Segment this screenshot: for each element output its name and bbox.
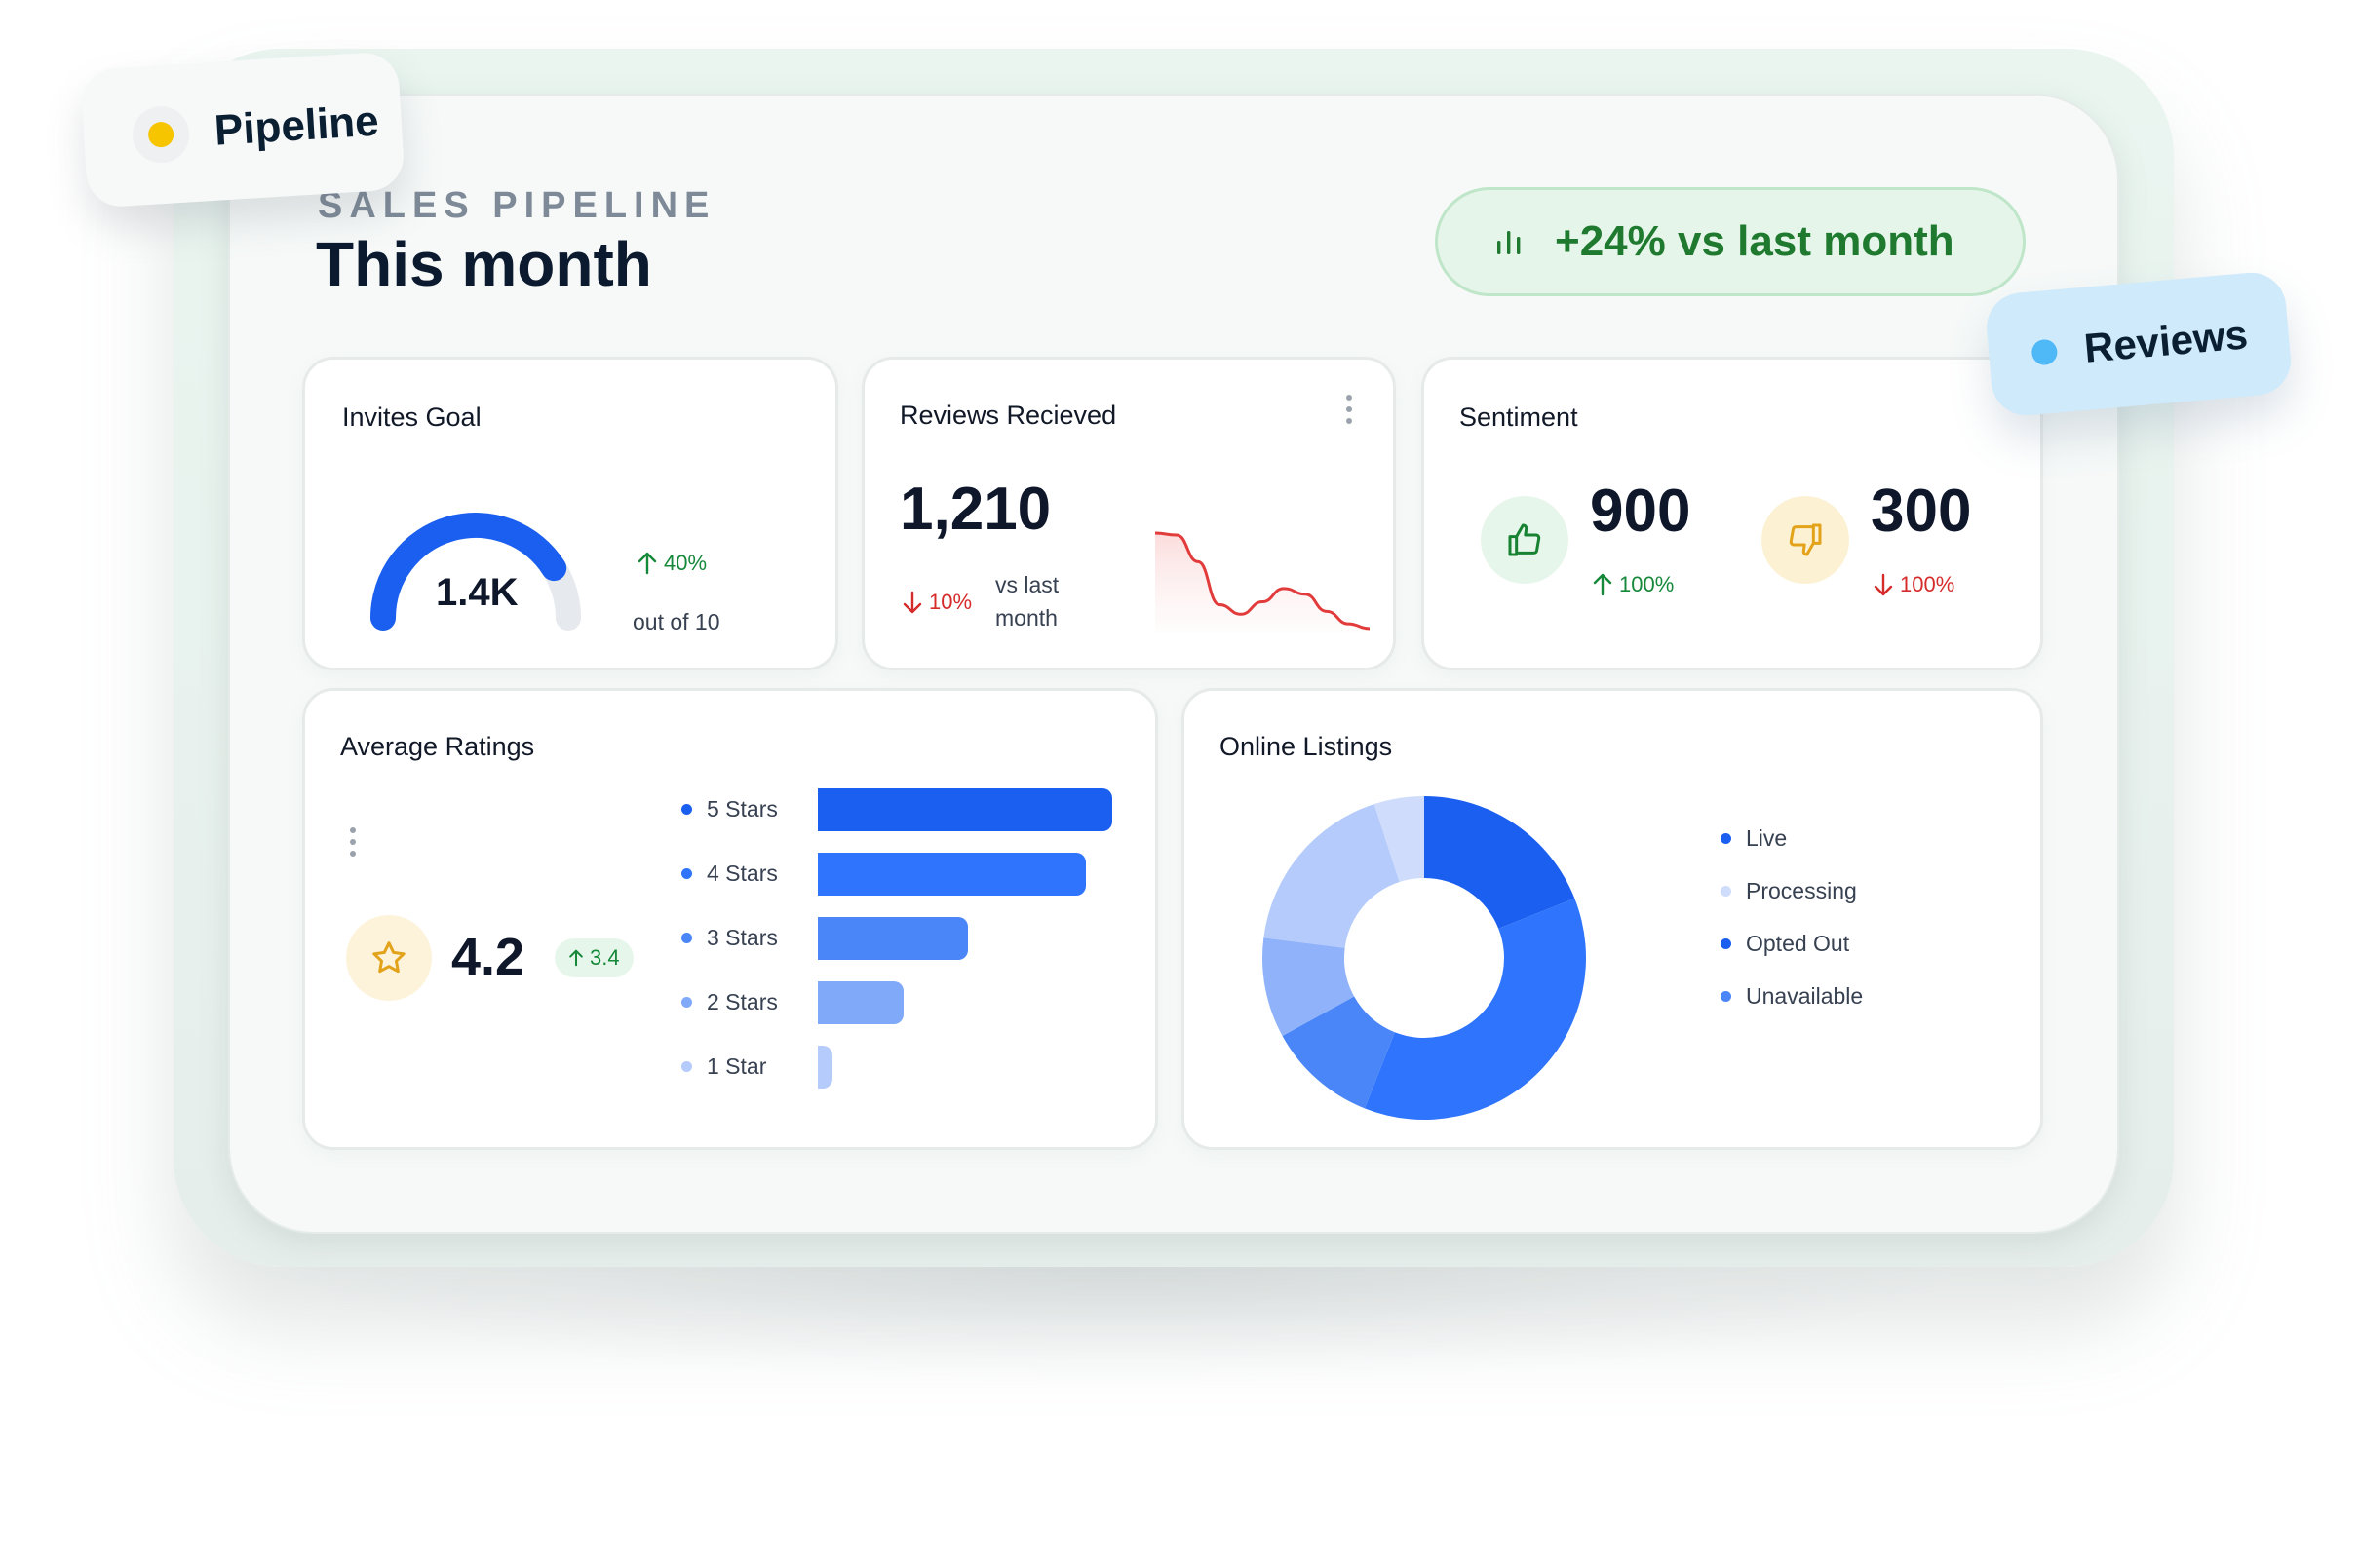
reviews-sparkline xyxy=(1155,531,1370,632)
donut-slice xyxy=(1282,996,1395,1109)
rating-row-label: 1 Star xyxy=(681,1053,766,1080)
goal-delta-text: 40% xyxy=(664,551,708,575)
reviews-delta: 10% xyxy=(902,590,972,615)
pipeline-dot-icon xyxy=(131,104,191,165)
rating-change-text: 3.4 xyxy=(590,945,620,970)
sparkline-area xyxy=(1155,533,1370,632)
listings-donut-chart xyxy=(1262,796,1586,1120)
legend-dot xyxy=(681,804,692,815)
card-title: Online Listings xyxy=(1219,732,1393,761)
pipeline-tag-label: Pipeline xyxy=(213,96,380,155)
arrow-up-icon xyxy=(638,552,657,575)
rating-row-label: 4 Stars xyxy=(681,860,778,887)
reviews-tag-label: Reviews xyxy=(2082,311,2250,371)
rating-bar xyxy=(818,981,904,1024)
donut-slice xyxy=(1373,796,1424,883)
card-title: Invites Goal xyxy=(342,402,482,432)
legend-dot xyxy=(681,1061,692,1072)
reviews-received-card[interactable]: Reviews Recieved 1,210 10% vs last month xyxy=(862,357,1396,670)
pipeline-tag: Pipeline xyxy=(79,51,406,209)
section-eyebrow: SALES PIPELINE xyxy=(318,185,716,226)
negative-sentiment-badge xyxy=(1761,496,1849,584)
rating-bar xyxy=(818,917,968,960)
legend-dot xyxy=(681,933,692,943)
goal-subtext: out of 10 xyxy=(633,609,720,634)
reviews-delta-text: 10% xyxy=(929,590,973,614)
negative-value: 300 xyxy=(1871,478,1972,545)
bar-chart-icon xyxy=(1497,231,1521,254)
legend-dot xyxy=(1721,886,1731,897)
negative-delta: 100% xyxy=(1873,572,1954,597)
positive-delta: 100% xyxy=(1592,572,1674,597)
thumbs-up-icon xyxy=(1508,523,1541,556)
legend-dot xyxy=(1721,938,1731,949)
reviews-dot-icon xyxy=(2030,338,2059,366)
compare-line-1: vs last xyxy=(995,572,1060,597)
sentiment-card[interactable]: Sentiment 900 100% 300 100% xyxy=(1421,357,2043,670)
listings-legend-item: Unavailable xyxy=(1721,983,1863,1010)
arrow-up-icon xyxy=(569,949,583,967)
more-options-icon[interactable] xyxy=(1346,395,1354,424)
rating-label: 3 Stars xyxy=(707,925,778,950)
compare-line-2: month xyxy=(995,605,1058,631)
legend-label: Live xyxy=(1746,825,1788,851)
rating-bar xyxy=(818,853,1086,896)
listings-legend-item: Processing xyxy=(1721,878,1857,904)
donut-slice xyxy=(1424,796,1575,929)
legend-label: Processing xyxy=(1746,878,1857,903)
goal-value: 1.4K xyxy=(436,571,519,614)
rating-row-label: 3 Stars xyxy=(681,925,778,951)
legend-dot xyxy=(1721,991,1731,1002)
average-ratings-card[interactable]: Average Ratings 4.2 3.4 5 Stars 4 Stars 3 … xyxy=(302,688,1158,1150)
rating-row-label: 2 Stars xyxy=(681,989,778,1015)
legend-dot xyxy=(1721,833,1731,844)
goal-gauge xyxy=(370,513,581,631)
legend-dot xyxy=(681,997,692,1008)
arrow-down-icon xyxy=(1874,573,1893,596)
page-title: This month xyxy=(316,229,652,299)
goal-delta: 40% xyxy=(637,551,707,576)
more-options-icon[interactable] xyxy=(350,827,358,857)
rating-bar xyxy=(818,1046,832,1089)
donut-slice xyxy=(1262,937,1355,1036)
legend-dot xyxy=(681,868,692,879)
rating-bar xyxy=(818,788,1112,831)
rating-label: 4 Stars xyxy=(707,860,778,886)
rating-change-badge: 3.4 xyxy=(555,938,634,977)
rating-label: 2 Stars xyxy=(707,989,778,1014)
positive-sentiment-badge xyxy=(1481,496,1568,584)
thumbs-down-icon xyxy=(1789,523,1822,556)
rating-label: 5 Stars xyxy=(707,796,778,822)
trend-badge: +24% vs last month xyxy=(1435,187,2026,296)
star-icon xyxy=(372,941,406,974)
rating-star-badge xyxy=(346,915,432,1001)
listings-legend-item: Opted Out xyxy=(1721,931,1849,957)
average-rating-value: 4.2 xyxy=(451,928,525,986)
listings-legend-item: Live xyxy=(1721,825,1787,852)
arrow-up-icon xyxy=(1593,573,1612,596)
donut-slice xyxy=(1263,804,1400,948)
reviews-value: 1,210 xyxy=(900,476,1052,543)
online-listings-card[interactable]: Online Listings Live Processing Opted Out U… xyxy=(1181,688,2043,1150)
legend-label: Unavailable xyxy=(1746,983,1864,1009)
rating-row-label: 5 Stars xyxy=(681,796,778,822)
negative-delta-text: 100% xyxy=(1900,572,1955,596)
positive-value: 900 xyxy=(1590,478,1691,545)
invites-goal-card[interactable]: Invites Goal 1.4K 40% out of 10 xyxy=(302,357,838,670)
rating-label: 1 Star xyxy=(707,1053,767,1079)
reviews-tag: Reviews xyxy=(1984,269,2294,419)
legend-label: Opted Out xyxy=(1746,931,1850,956)
trend-text: +24% vs last month xyxy=(1555,217,1954,265)
card-title: Sentiment xyxy=(1459,402,1578,432)
sparkline-line xyxy=(1155,531,1370,631)
card-title: Reviews Recieved xyxy=(900,401,1117,430)
donut-slice xyxy=(1364,898,1586,1120)
arrow-down-icon xyxy=(903,591,922,614)
positive-delta-text: 100% xyxy=(1619,572,1675,596)
card-title: Average Ratings xyxy=(340,732,535,761)
